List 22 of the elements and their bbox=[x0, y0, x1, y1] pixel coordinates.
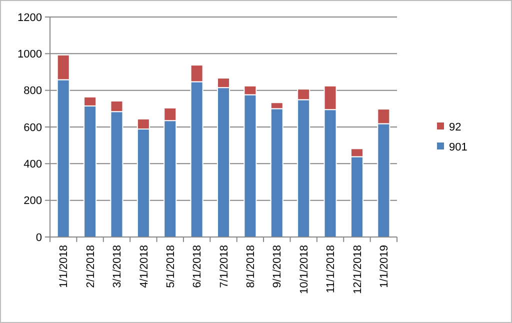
x-tick-label: 8/1/2018 bbox=[245, 245, 258, 288]
legend-label: 92 bbox=[449, 121, 462, 134]
x-tick-label: 9/1/2018 bbox=[272, 245, 284, 288]
x-tick-label: 4/1/2018 bbox=[138, 245, 150, 288]
y-tick-label: 800 bbox=[24, 85, 42, 98]
x-tick-label: 6/1/2018 bbox=[192, 245, 204, 288]
x-tick-label: 1/1/2019 bbox=[378, 245, 391, 288]
x-tick-label: 5/1/2018 bbox=[164, 245, 177, 288]
y-tick-label: 200 bbox=[24, 195, 42, 208]
x-tick-label: 12/1/2018 bbox=[352, 245, 364, 294]
x-tick-label: 1/1/2018 bbox=[58, 245, 70, 288]
x-tick-label: 10/1/2018 bbox=[298, 245, 310, 294]
x-tick-label: 2/1/2018 bbox=[84, 245, 97, 288]
y-tick-label: 0 bbox=[36, 232, 42, 244]
legend-label: 901 bbox=[449, 141, 468, 154]
y-tick-label: 400 bbox=[24, 158, 42, 171]
x-tick-label: 7/1/2018 bbox=[218, 245, 230, 288]
x-tick-label: 11/1/2018 bbox=[325, 245, 338, 294]
x-tick-label: 3/1/2018 bbox=[112, 245, 124, 288]
y-tick-label: 1000 bbox=[18, 48, 42, 61]
y-tick-label: 1200 bbox=[18, 12, 42, 24]
y-tick-label: 600 bbox=[24, 122, 42, 134]
